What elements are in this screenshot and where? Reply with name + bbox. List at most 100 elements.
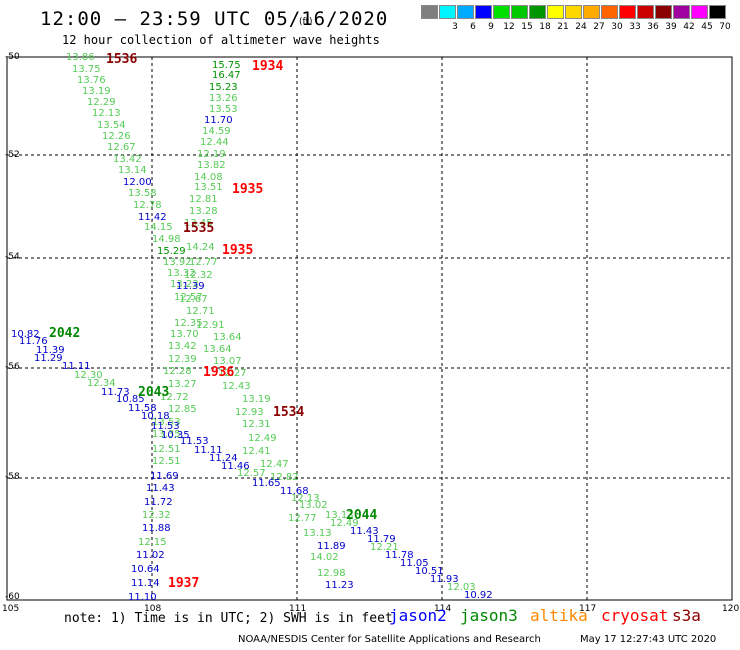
- wave-height-value: 15.23: [209, 82, 238, 93]
- wave-height-value: 13.70: [170, 329, 199, 340]
- legend-s3a: s3a: [672, 606, 701, 625]
- scale-swatch: [565, 5, 582, 19]
- wave-height-value: 12.81: [189, 194, 218, 205]
- scale-swatch: [601, 5, 618, 19]
- latitude-label: -56: [5, 362, 20, 372]
- wave-height-value: 11.11: [62, 361, 91, 372]
- wave-height-value: 13.02: [299, 500, 328, 511]
- wave-height-value: 12.91: [196, 320, 225, 331]
- wave-height-value: 14.15: [144, 222, 173, 233]
- scale-label: 27: [593, 22, 605, 32]
- wave-height-value: 14.59: [202, 126, 231, 137]
- wave-height-value: 11.02: [136, 550, 165, 561]
- scale-swatch: [475, 5, 492, 19]
- wave-height-value: 12.67: [179, 294, 208, 305]
- wave-height-value: 12.78: [133, 200, 162, 211]
- scale-swatch: [529, 5, 546, 19]
- wave-height-value: 15.75: [212, 60, 241, 71]
- wave-height-value: 13.27: [168, 379, 197, 390]
- wave-height-value: 12.98: [317, 568, 346, 579]
- wave-height-value: 13.19: [82, 86, 111, 97]
- wave-height-value: 12.49: [248, 433, 277, 444]
- wave-height-value: 10.92: [464, 590, 493, 601]
- wave-height-value: 11.89: [317, 541, 346, 552]
- page-subtitle: 12 hour collection of altimeter wave hei…: [62, 33, 380, 47]
- wave-height-value: 10.64: [131, 564, 160, 575]
- wave-height-value: 11.68: [280, 486, 309, 497]
- wave-height-value: 12.27: [218, 368, 247, 379]
- longitude-label: 108: [144, 604, 162, 614]
- wave-height-value: 11.69: [150, 471, 179, 482]
- scale-label: 9: [488, 22, 494, 32]
- wave-height-value: 11.93: [430, 574, 459, 585]
- wave-height-value: 10.18: [141, 411, 170, 422]
- scale-swatch: [511, 5, 528, 19]
- pass-time-label: 2044: [346, 508, 378, 523]
- wave-height-value: 11.24: [209, 453, 238, 464]
- wave-height-value: 12.71: [186, 306, 215, 317]
- wave-height-value: 13.42: [168, 341, 197, 352]
- latitude-label: -52: [5, 150, 20, 160]
- pass-time-label: 1535: [183, 221, 215, 236]
- wave-height-value: 14.02: [310, 552, 339, 563]
- wave-height-value: 12.44: [200, 137, 229, 148]
- wave-height-value: 10.85: [116, 394, 145, 405]
- longitude-label: 114: [434, 604, 452, 614]
- wave-height-value: 13.42: [113, 154, 142, 165]
- wave-height-value: 12.43: [222, 381, 251, 392]
- scale-swatch: [655, 5, 672, 19]
- footer-timestamp: May 17 12:27:43 UTC 2020: [580, 634, 717, 645]
- wave-height-value: 12.77: [189, 257, 218, 268]
- scale-swatch: [619, 5, 636, 19]
- wave-height-value: 13.64: [203, 344, 232, 355]
- pass-time-label: 1934: [252, 59, 284, 74]
- scale-swatch: [637, 5, 654, 19]
- wave-height-value: 16.47: [212, 70, 241, 81]
- wave-height-value: 13.28: [189, 206, 218, 217]
- wave-height-value: 12.51: [152, 456, 181, 467]
- wave-height-value: 13.35: [152, 429, 181, 440]
- wave-height-value: 12.41: [242, 446, 271, 457]
- scale-swatch: [709, 5, 726, 19]
- scale-label: 12: [503, 22, 515, 32]
- wave-height-value: 10.82: [11, 329, 40, 340]
- scale-label: 33: [629, 22, 641, 32]
- wave-height-value: 13.92: [163, 257, 192, 268]
- wave-height-value: 13.26: [209, 93, 238, 104]
- scale-label: 36: [647, 22, 659, 32]
- wave-height-value: 12.28: [163, 366, 192, 377]
- wave-height-value: 12.32: [142, 510, 171, 521]
- footer-credit: NOAA/NESDIS Center for Satellite Applica…: [238, 634, 541, 645]
- wave-height-value: 12.30: [74, 370, 103, 381]
- wave-height-value: 13.53: [209, 104, 238, 115]
- scale-swatch: [583, 5, 600, 19]
- scale-swatch: [439, 5, 456, 19]
- wave-height-value: 13.13: [303, 528, 332, 539]
- footer-note: note: 1) Time is in UTC; 2) SWH is in fe…: [64, 611, 393, 626]
- scale-swatch: [493, 5, 510, 19]
- scale-label: 30: [611, 22, 623, 32]
- wave-height-value: 12.03: [447, 582, 476, 593]
- wave-height-value: 11.65: [252, 478, 281, 489]
- wave-height-value: 12.19: [197, 149, 226, 160]
- scale-unit-label: (ft): [299, 17, 313, 27]
- scale-swatch: [673, 5, 690, 19]
- wave-height-value: 11.10: [128, 592, 157, 603]
- wave-height-value: 10.51: [415, 566, 444, 577]
- pass-time-label: 1937: [168, 576, 200, 591]
- wave-height-value: 11.70: [204, 115, 233, 126]
- wave-height-value: 11.11: [194, 445, 223, 456]
- page-title: 12:00 – 23:59 UTC 05/16/2020: [40, 8, 389, 30]
- wave-height-value: 11.43: [146, 483, 175, 494]
- latitude-label: -54: [5, 252, 20, 262]
- wave-height-value: 14.08: [194, 172, 223, 183]
- wave-height-value: 13.32: [167, 268, 196, 279]
- scale-swatch: [547, 5, 564, 19]
- scale-label: 39: [665, 22, 677, 32]
- latitude-label: -50: [5, 52, 20, 62]
- wave-height-value: 11.53: [180, 436, 209, 447]
- scale-swatch: [421, 5, 438, 19]
- wave-height-value: 13.13: [325, 510, 354, 521]
- wave-height-value: 11.73: [101, 387, 130, 398]
